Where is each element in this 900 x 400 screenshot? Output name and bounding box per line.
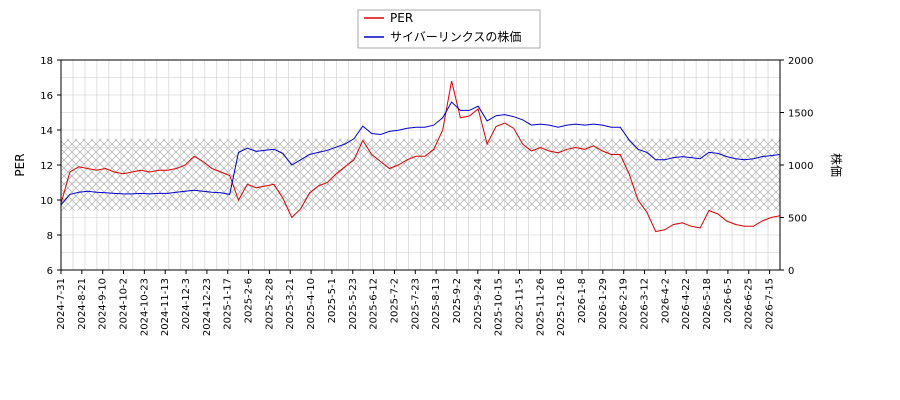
legend-label-price: サイバーリンクスの株価 — [390, 29, 521, 44]
x-tick-label: 2024-9-10 — [98, 278, 109, 330]
x-tick-label: 2026-4-2 — [660, 278, 671, 323]
y-right-axis-label: 株価 — [829, 153, 844, 177]
x-tick-label: 2024-11-13 — [160, 278, 171, 336]
x-tick-label: 2026-1-29 — [598, 278, 609, 330]
grid — [60, 59, 781, 271]
x-tick-label: 2025-7-23 — [410, 278, 421, 330]
x-tick-label: 2025-12-16 — [556, 278, 567, 336]
x-tick-label: 2025-8-13 — [431, 278, 442, 330]
y-left-tick-label: 14 — [40, 126, 53, 137]
x-tick-label: 2024-8-21 — [77, 278, 88, 330]
tick-labels: 6 8 10 12 14 16 18 0 500 1000 1500 2000 2024-7-31 202… — [40, 56, 813, 336]
x-tick-label: 2025-11-5 — [514, 278, 525, 330]
legend: PER サイバーリンクスの株価 — [357, 9, 541, 49]
y-left-tick-label: 10 — [40, 196, 53, 207]
y-left-tick-label: 12 — [40, 161, 53, 172]
series-line-per — [61, 80, 780, 233]
x-tick-label: 2024-12-23 — [202, 278, 213, 336]
x-tick-label: 2026-6-25 — [744, 278, 755, 330]
x-tick-label: 2025-1-17 — [223, 278, 234, 330]
legend-label-per: PER — [390, 11, 413, 25]
y-left-tick-label: 6 — [47, 266, 53, 277]
x-tick-label: 2025-3-21 — [285, 278, 296, 330]
y-left-tick-label: 18 — [40, 56, 53, 67]
x-tick-label: 2025-2-6 — [244, 278, 255, 323]
y-left-tick-label: 16 — [40, 91, 53, 102]
x-tick-label: 2025-7-2 — [389, 278, 400, 323]
x-tick-label: 2026-2-19 — [619, 278, 630, 330]
x-tick-label: 2026-3-12 — [640, 278, 651, 330]
x-tick-label: 2026-7-15 — [765, 278, 776, 330]
y-right-tick-label: 1000 — [788, 161, 813, 172]
x-tick-label: 2025-2-28 — [264, 278, 275, 330]
y-right-tick-label: 2000 — [788, 56, 813, 67]
series-line-price — [61, 101, 780, 206]
y-left-tick-label: 8 — [47, 231, 53, 242]
x-tick-label: 2025-6-12 — [369, 278, 380, 330]
x-tick-label: 2026-5-18 — [702, 278, 713, 330]
x-tick-label: 2025-9-2 — [452, 278, 463, 323]
x-tick-label: 2024-10-23 — [139, 278, 150, 336]
x-tick-label: 2025-5-23 — [348, 278, 359, 330]
y-right-tick-label: 500 — [788, 214, 807, 225]
x-tick-label: 2026-4-22 — [681, 278, 692, 330]
x-tick-label: 2026-1-8 — [577, 278, 588, 323]
x-tick-label: 2025-10-15 — [494, 278, 505, 336]
x-tick-label: 2025-4-10 — [306, 278, 317, 330]
y-right-tick-label: 0 — [788, 266, 794, 277]
x-tick-label: 2025-11-26 — [535, 278, 546, 336]
x-tick-label: 2026-6-5 — [723, 278, 734, 323]
y-left-axis-label: PER — [13, 153, 27, 176]
x-tick-label: 2024-12-3 — [181, 278, 192, 330]
x-tick-label: 2024-10-2 — [119, 278, 130, 330]
x-tick-label: 2025-5-1 — [327, 278, 338, 323]
x-tick-label: 2024-7-31 — [56, 278, 67, 330]
x-tick-label: 2025-9-24 — [473, 278, 484, 330]
legend-box — [357, 9, 541, 49]
y-right-tick-label: 1500 — [788, 109, 813, 120]
series-group — [61, 80, 780, 233]
